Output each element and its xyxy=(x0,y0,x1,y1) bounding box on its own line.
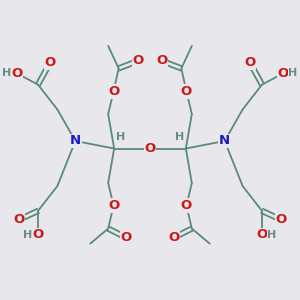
Text: O: O xyxy=(181,85,192,98)
Text: O: O xyxy=(32,228,44,242)
Text: O: O xyxy=(244,56,256,70)
Text: H: H xyxy=(116,132,125,142)
Text: H: H xyxy=(2,68,12,79)
Text: O: O xyxy=(276,213,287,226)
Text: O: O xyxy=(108,85,119,98)
Text: O: O xyxy=(13,213,24,226)
Text: O: O xyxy=(132,54,144,68)
Text: O: O xyxy=(144,142,156,155)
Text: O: O xyxy=(181,199,192,212)
Text: H: H xyxy=(288,68,298,79)
Text: O: O xyxy=(256,228,268,242)
Text: O: O xyxy=(11,67,23,80)
Text: O: O xyxy=(156,54,168,68)
Text: O: O xyxy=(108,199,119,212)
Text: H: H xyxy=(23,230,33,240)
Text: N: N xyxy=(70,134,81,148)
Text: N: N xyxy=(219,134,230,148)
Text: O: O xyxy=(168,231,179,244)
Text: O: O xyxy=(44,56,56,70)
Text: O: O xyxy=(277,67,289,80)
Text: H: H xyxy=(175,132,184,142)
Text: O: O xyxy=(121,231,132,244)
Text: H: H xyxy=(267,230,277,240)
